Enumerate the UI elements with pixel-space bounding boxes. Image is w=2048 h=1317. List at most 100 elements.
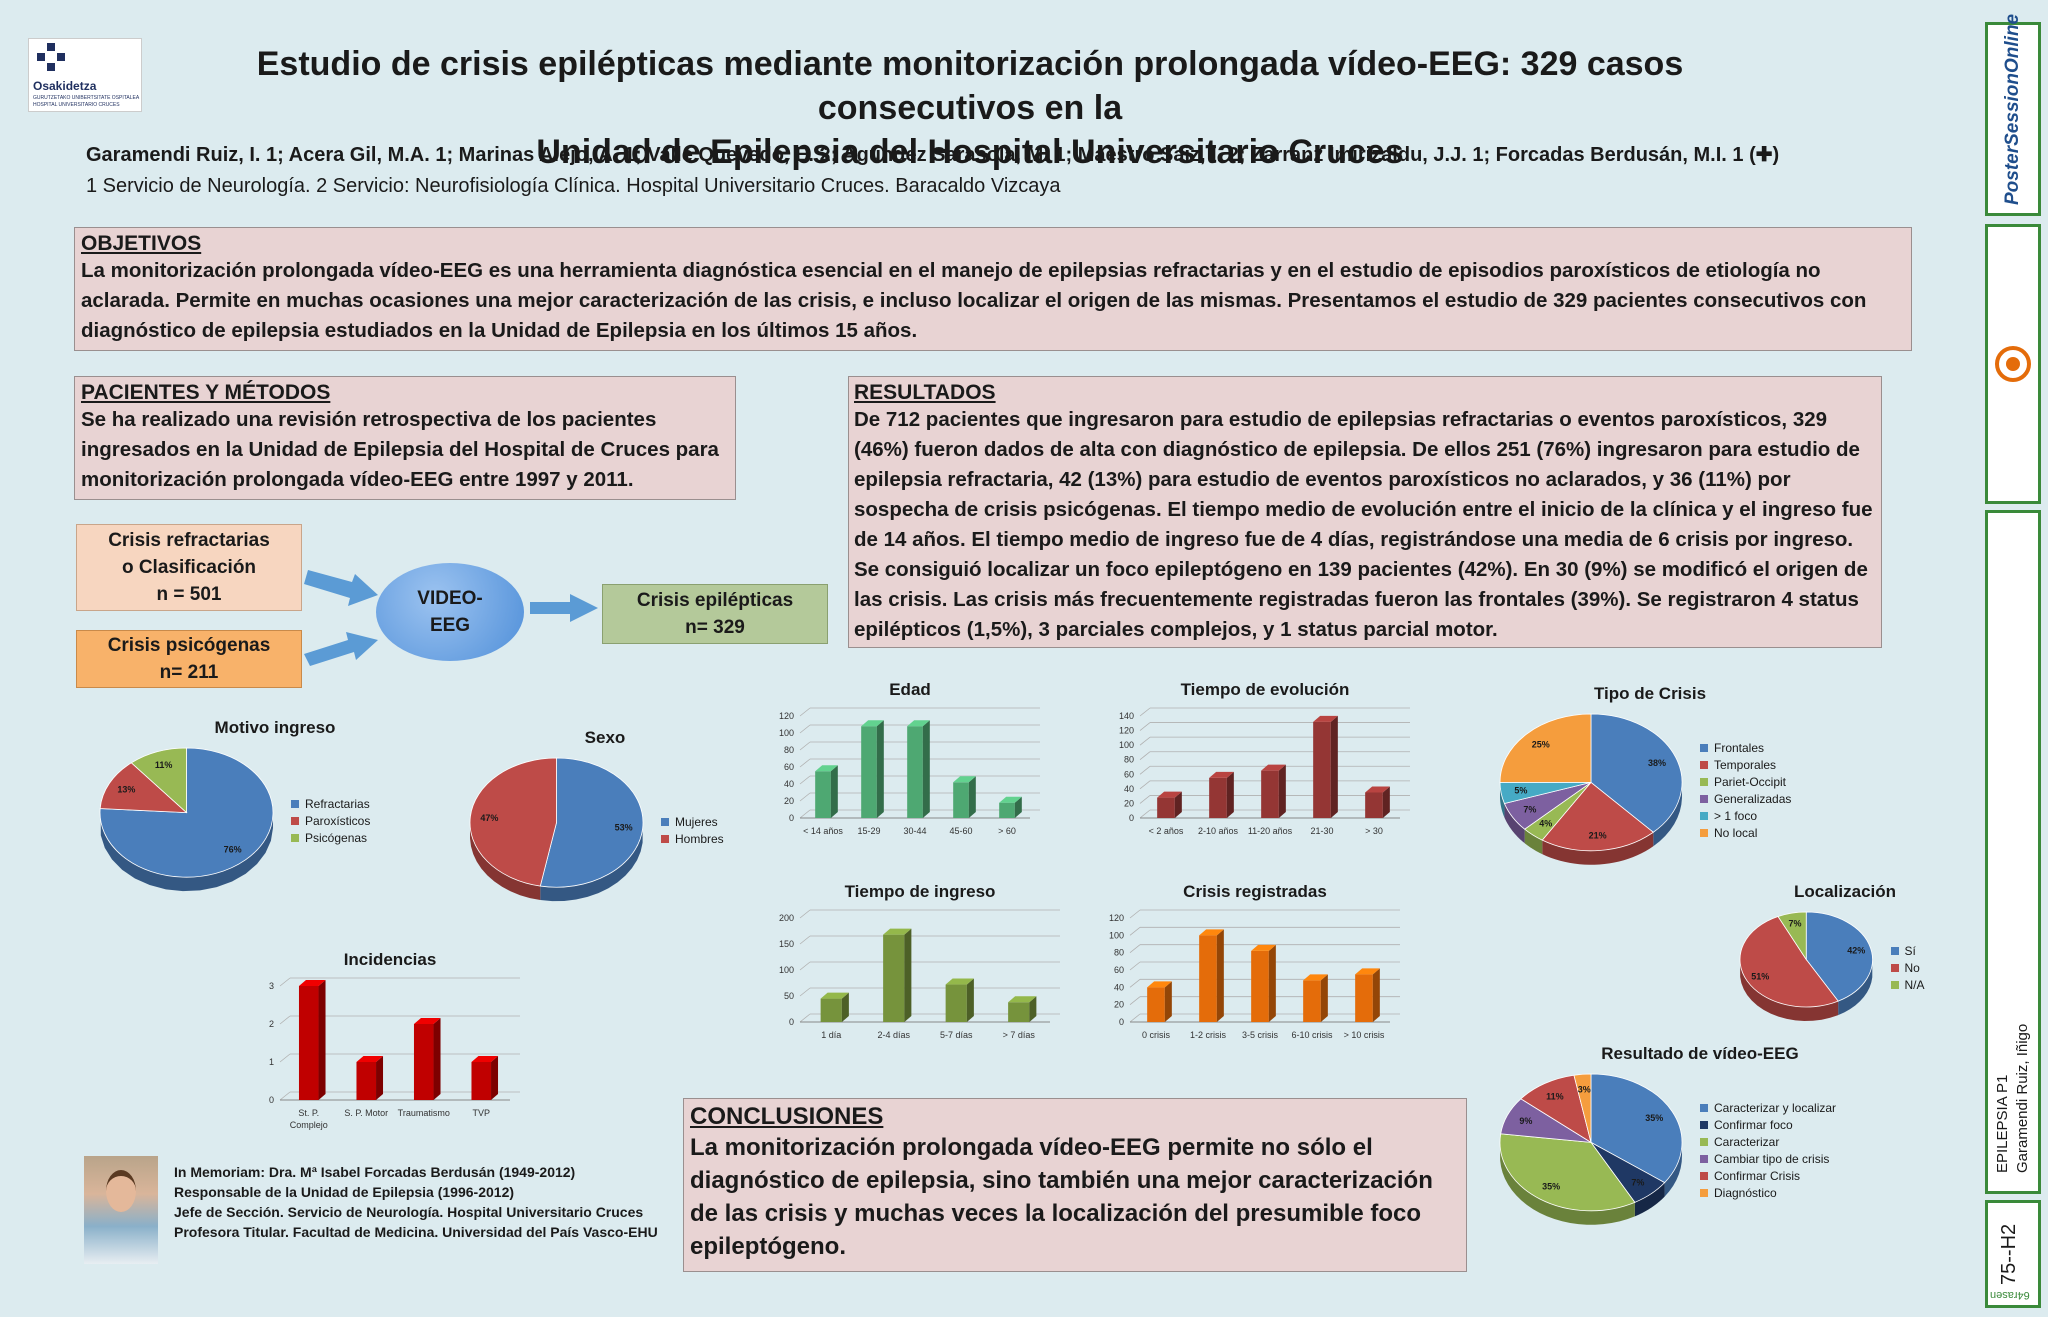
bar-evolucion-2	[1261, 770, 1279, 818]
x-tick-label: Traumatismo	[398, 1108, 450, 1118]
legend-item: Refractarias	[291, 795, 370, 812]
y-tick-label: 60	[784, 762, 794, 772]
y-tick-label: 200	[779, 913, 794, 923]
bar-top	[820, 992, 849, 999]
legend-label: No local	[1714, 825, 1758, 840]
chart-svg-incidencias: 0 1 2 3 St. P. Complejo S. P. Motor Traumatismo…	[269, 977, 520, 1130]
logo-line2: HOSPITAL UNIVERSITARIO CRUCES	[33, 102, 120, 108]
legend-label: Confirmar foco	[1714, 1117, 1793, 1132]
legend-item: No local	[1700, 824, 1791, 841]
gridline-depth	[1129, 961, 1141, 971]
x-tick-label: > 60	[998, 826, 1016, 836]
bar-evolucion-3	[1313, 721, 1331, 818]
legend-label: Hombres	[675, 832, 724, 847]
chart-svg-evolucion: 0 20 40 60 80 100 120 140 < 2 años 2-10 años 11-20…	[1119, 707, 1410, 836]
gridline-depth	[799, 987, 811, 997]
legend-swatch	[1700, 743, 1708, 752]
flow-box1-line1: Crisis refractarias	[108, 530, 270, 551]
bar-side	[318, 980, 326, 1100]
y-tick-label: 80	[1124, 755, 1134, 765]
bar-ingreso-1	[883, 934, 905, 1022]
bar-top	[945, 978, 974, 985]
y-tick-label: 2	[269, 1019, 274, 1029]
flow-arrow-1	[304, 570, 378, 606]
pie-side	[1634, 1182, 1665, 1217]
authors-block: Garamendi Ruiz, I. 1; Acera Gil, M.A. 1;…	[86, 140, 1886, 202]
objetivos-box: OBJETIVOS La monitorización prolongada v…	[74, 227, 1912, 351]
bar-registradas-1	[1199, 935, 1217, 1022]
legend-label: Sí	[1904, 943, 1916, 958]
gridline-depth	[799, 1013, 811, 1023]
legend-label: > 1 foco	[1714, 808, 1758, 823]
x-tick-label: 3-5 crisis	[1242, 1030, 1279, 1040]
conclusiones-box: CONCLUSIONES La monitorización prolongad…	[683, 1098, 1467, 1272]
legend-swatch	[661, 818, 669, 827]
legend-swatch	[1700, 1171, 1708, 1180]
legend-item: No	[1890, 959, 1925, 976]
y-tick-label: 20	[1114, 1000, 1124, 1010]
legend-label: Psicógenas	[305, 830, 368, 845]
legend-swatch	[291, 833, 299, 842]
objetivos-title: OBJETIVOS	[81, 232, 202, 255]
legend-item: N/A	[1890, 976, 1925, 993]
authors: Garamendi Ruiz, I. 1; Acera Gil, M.A. 1;…	[86, 144, 1780, 166]
pie-side	[470, 824, 541, 901]
title-line2: Unidad de Epilepsia del Hospital Univers…	[536, 133, 1404, 171]
osakidetza-logo: Osakidetza GURUTZETAKO UNIBERTSITATE OSP…	[28, 38, 142, 112]
pie-value-label: 38%	[1648, 758, 1666, 768]
memoriam-line1: In Memoriam: Dra. Mª Isabel Forcadas Ber…	[174, 1164, 576, 1180]
chart-svg-tipo: 38% 21% 4%7% 5% 25%	[1499, 713, 1683, 865]
flow-result-line2: n= 329	[685, 617, 745, 638]
metodos-text: Se ha realizado una revisión retrospecti…	[81, 408, 719, 491]
bar-top	[471, 1056, 499, 1062]
flow-box2-line1: Crisis psicógenas	[107, 635, 271, 656]
gridline-depth	[799, 741, 811, 751]
legend-item: > 1 foco	[1700, 807, 1791, 824]
bar-side	[1382, 786, 1390, 818]
chart-title-registradas: Crisis registradas	[1183, 882, 1327, 901]
gridline-depth	[1139, 707, 1151, 717]
bar-top	[953, 776, 976, 783]
gridline-depth	[279, 1053, 291, 1063]
bar-registradas-4	[1355, 974, 1373, 1022]
x-tick-label: St. P.	[298, 1108, 319, 1118]
chart-edad: Edad 0 20 40 60 80 100 120 < 14 años 15-29 30-44 45…	[760, 680, 1060, 858]
y-tick-label: 80	[784, 745, 794, 755]
pie-slice-localizacion-1	[1739, 916, 1839, 1008]
memoriam-text: In Memoriam: Dra. Mª Isabel Forcadas Ber…	[174, 1162, 694, 1242]
bar-side	[830, 765, 838, 818]
legend-swatch	[1700, 811, 1708, 820]
bar-top	[298, 980, 326, 986]
chart-sexo: Sexo 53% 47% Mujeres Hombres	[460, 728, 750, 928]
x-tick-label: > 30	[1365, 826, 1383, 836]
legend-swatch	[1700, 828, 1708, 837]
gridline-depth	[799, 961, 811, 971]
legend-swatch	[661, 835, 669, 844]
chart-title-sexo: Sexo	[584, 728, 626, 747]
bar-evolucion-4	[1365, 792, 1383, 818]
flow-box1-line3: n = 501	[156, 584, 222, 605]
gridline-depth	[1139, 751, 1151, 761]
bar-side	[1226, 771, 1234, 818]
y-tick-label: 0	[1119, 1017, 1124, 1027]
bar-incidencias-0	[298, 986, 319, 1100]
memoriam-line4: Profesora Titular. Facultad de Medicina.…	[174, 1224, 658, 1240]
legend-label: Confirmar Crisis	[1714, 1168, 1801, 1183]
flow-box-psicogenas: Crisis psicógenas n= 211	[76, 630, 302, 688]
bar-side	[1174, 791, 1182, 818]
flow-result-line1: Crisis epilépticas	[636, 590, 794, 611]
bar-incidencias-2	[413, 1024, 434, 1100]
legend-swatch	[291, 799, 299, 808]
gridline-depth	[799, 707, 811, 717]
bar-top	[1303, 974, 1328, 981]
bar-top	[1365, 786, 1390, 793]
y-tick-label: 50	[784, 991, 794, 1001]
legend-swatch	[1700, 794, 1708, 803]
legend-item: Confirmar foco	[1700, 1116, 1836, 1133]
logo-name: Osakidetza	[33, 79, 97, 93]
y-tick-label: 100	[1109, 930, 1124, 940]
chart-svg-registradas: 0 20 40 60 80 100 120 0 crisis 1-2 crisis 3-5 cri…	[1109, 909, 1400, 1040]
bar-incidencias-3	[471, 1062, 492, 1100]
pie-value-label: 51%	[1751, 971, 1769, 981]
gridline-depth	[279, 977, 291, 987]
